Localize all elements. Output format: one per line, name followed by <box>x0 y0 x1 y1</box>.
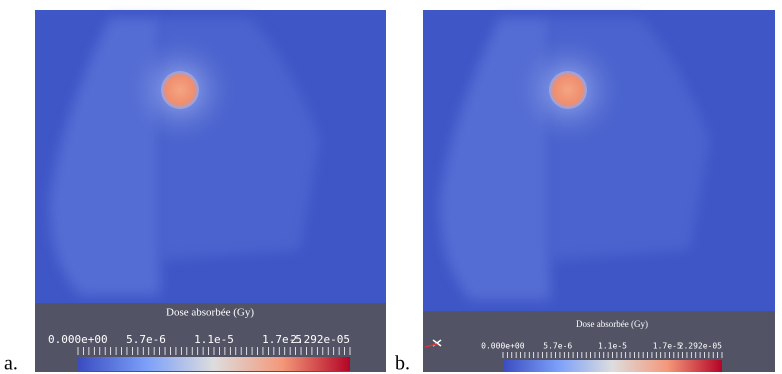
colorbar <box>503 360 722 372</box>
tick-label: 1.1e-5 <box>194 333 234 346</box>
panel-b: Dose absorbée (Gy) 0.000e+00 5.7e-6 1.1e-5… <box>395 10 775 374</box>
dose-spot <box>549 71 587 109</box>
panel-label: b. <box>395 353 410 374</box>
tick-label: 2.292e-05 <box>290 333 350 346</box>
tick-label: 0.000e+00 <box>481 342 525 351</box>
panel-label: a. <box>4 353 18 374</box>
tick-label: 5.7e-6 <box>543 342 572 351</box>
tick-labels: 0.000e+00 5.7e-6 1.1e-5 1.7e-52.292e-05 <box>48 333 351 355</box>
panel-a: Dose absorbée (Gy) 0.000e+00 5.7e-6 1.1e-5… <box>4 10 386 374</box>
colorbar <box>78 357 350 371</box>
dose-spot <box>161 71 199 109</box>
tick-label: 0.000e+00 <box>48 333 108 346</box>
tick-label: 1.1e-5 <box>598 342 627 351</box>
colorbar-title: Dose absorbée (Gy) <box>576 319 648 329</box>
tick-label: 1.7e-5 <box>262 333 302 346</box>
tick-label: 2.292e-05 <box>679 342 723 351</box>
tick-label: 5.7e-6 <box>126 333 166 346</box>
tick-labels: 0.000e+00 5.7e-6 1.1e-5 1.7e-52.292e-05 <box>481 342 723 358</box>
colorbar-title: Dose absorbée (Gy) <box>166 307 254 319</box>
axes-triad <box>424 339 442 348</box>
tick-label: 1.7e-5 <box>653 342 682 351</box>
